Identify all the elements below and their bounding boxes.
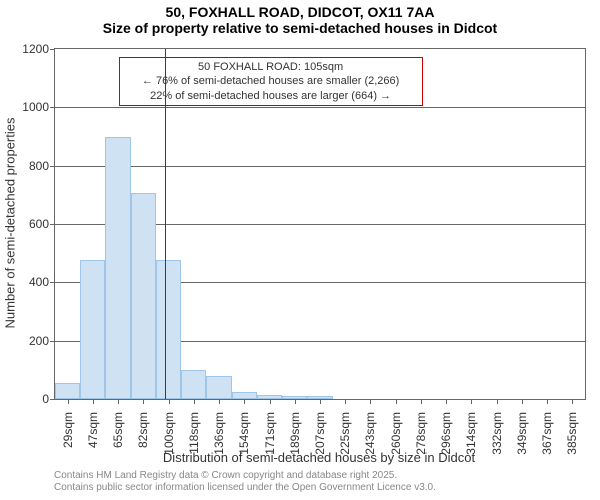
x-tick-label: 332sqm <box>490 412 504 455</box>
x-tick-label: 225sqm <box>338 412 352 455</box>
footer-credits: Contains HM Land Registry data © Crown c… <box>54 470 436 494</box>
gridline <box>55 166 585 167</box>
x-tick-mark <box>497 399 498 404</box>
annotation-box: 50 FOXHALL ROAD: 105sqm ← 76% of semi-de… <box>119 57 423 106</box>
x-tick-mark <box>270 399 271 404</box>
annotation-line-2: ← 76% of semi-detached houses are smalle… <box>126 74 416 88</box>
x-tick-label: 243sqm <box>363 412 377 455</box>
x-tick-mark <box>446 399 447 404</box>
y-tick-mark <box>50 282 55 283</box>
x-tick-label: 154sqm <box>237 412 251 455</box>
x-tick-mark <box>194 399 195 404</box>
x-tick-label: 296sqm <box>439 412 453 455</box>
x-tick-mark <box>572 399 573 404</box>
x-tick-mark <box>396 399 397 404</box>
x-tick-mark <box>421 399 422 404</box>
histogram-bar <box>105 137 130 400</box>
x-tick-label: 100sqm <box>162 412 176 455</box>
x-tick-mark <box>118 399 119 404</box>
annotation-line-1: 50 FOXHALL ROAD: 105sqm <box>126 60 416 74</box>
y-tick-mark <box>50 166 55 167</box>
x-tick-label: 349sqm <box>515 412 529 455</box>
x-tick-label: 367sqm <box>540 412 554 455</box>
y-tick-mark <box>50 107 55 108</box>
x-tick-mark <box>471 399 472 404</box>
x-tick-mark <box>93 399 94 404</box>
histogram-bar <box>232 392 257 399</box>
histogram-bar <box>131 193 156 399</box>
histogram-bar <box>206 376 231 399</box>
x-tick-mark <box>244 399 245 404</box>
x-tick-label: 82sqm <box>136 412 150 448</box>
x-tick-label: 189sqm <box>288 412 302 455</box>
histogram-bar <box>80 260 105 399</box>
histogram-bar <box>156 260 181 399</box>
x-tick-label: 278sqm <box>414 412 428 455</box>
x-tick-mark <box>68 399 69 404</box>
plot-area: 50 FOXHALL ROAD: 105sqm ← 76% of semi-de… <box>54 48 586 400</box>
x-tick-label: 207sqm <box>313 412 327 455</box>
y-tick-mark <box>50 224 55 225</box>
title-line-1: 50, FOXHALL ROAD, DIDCOT, OX11 7AA <box>0 0 600 20</box>
x-tick-mark <box>219 399 220 404</box>
y-axis-label: Number of semi-detached properties <box>3 118 18 329</box>
x-tick-label: 118sqm <box>187 412 201 454</box>
y-tick-label: 200 <box>29 334 49 348</box>
x-tick-mark <box>370 399 371 404</box>
x-tick-label: 171sqm <box>263 412 277 455</box>
histogram-bar <box>181 370 206 399</box>
y-tick-mark <box>50 399 55 400</box>
x-tick-label: 385sqm <box>565 412 579 455</box>
y-tick-label: 800 <box>29 159 49 173</box>
y-tick-label: 1000 <box>22 100 49 114</box>
x-axis-label: Distribution of semi-detached houses by … <box>54 450 584 465</box>
x-tick-mark <box>522 399 523 404</box>
histogram-bar <box>55 383 80 399</box>
y-tick-mark <box>50 49 55 50</box>
y-tick-label: 600 <box>29 217 49 231</box>
gridline <box>55 107 585 108</box>
x-tick-label: 65sqm <box>111 412 125 448</box>
y-tick-label: 0 <box>42 392 49 406</box>
reference-line <box>165 49 166 399</box>
x-tick-label: 136sqm <box>212 412 226 455</box>
x-tick-label: 260sqm <box>389 412 403 455</box>
x-tick-mark <box>345 399 346 404</box>
x-tick-mark <box>547 399 548 404</box>
chart-container: 50, FOXHALL ROAD, DIDCOT, OX11 7AA Size … <box>0 0 600 500</box>
footer-line-1: Contains HM Land Registry data © Crown c… <box>54 470 436 482</box>
x-tick-mark <box>169 399 170 404</box>
y-tick-mark <box>50 341 55 342</box>
y-tick-label: 1200 <box>22 42 49 56</box>
x-tick-label: 47sqm <box>86 412 100 448</box>
x-tick-label: 29sqm <box>61 412 75 448</box>
annotation-line-3: 22% of semi-detached houses are larger (… <box>126 89 416 103</box>
x-tick-mark <box>320 399 321 404</box>
footer-line-2: Contains public sector information licen… <box>54 482 436 494</box>
title-line-2: Size of property relative to semi-detach… <box>0 20 600 36</box>
y-tick-label: 400 <box>29 275 49 289</box>
x-tick-mark <box>143 399 144 404</box>
x-tick-mark <box>295 399 296 404</box>
x-tick-label: 314sqm <box>464 412 478 455</box>
